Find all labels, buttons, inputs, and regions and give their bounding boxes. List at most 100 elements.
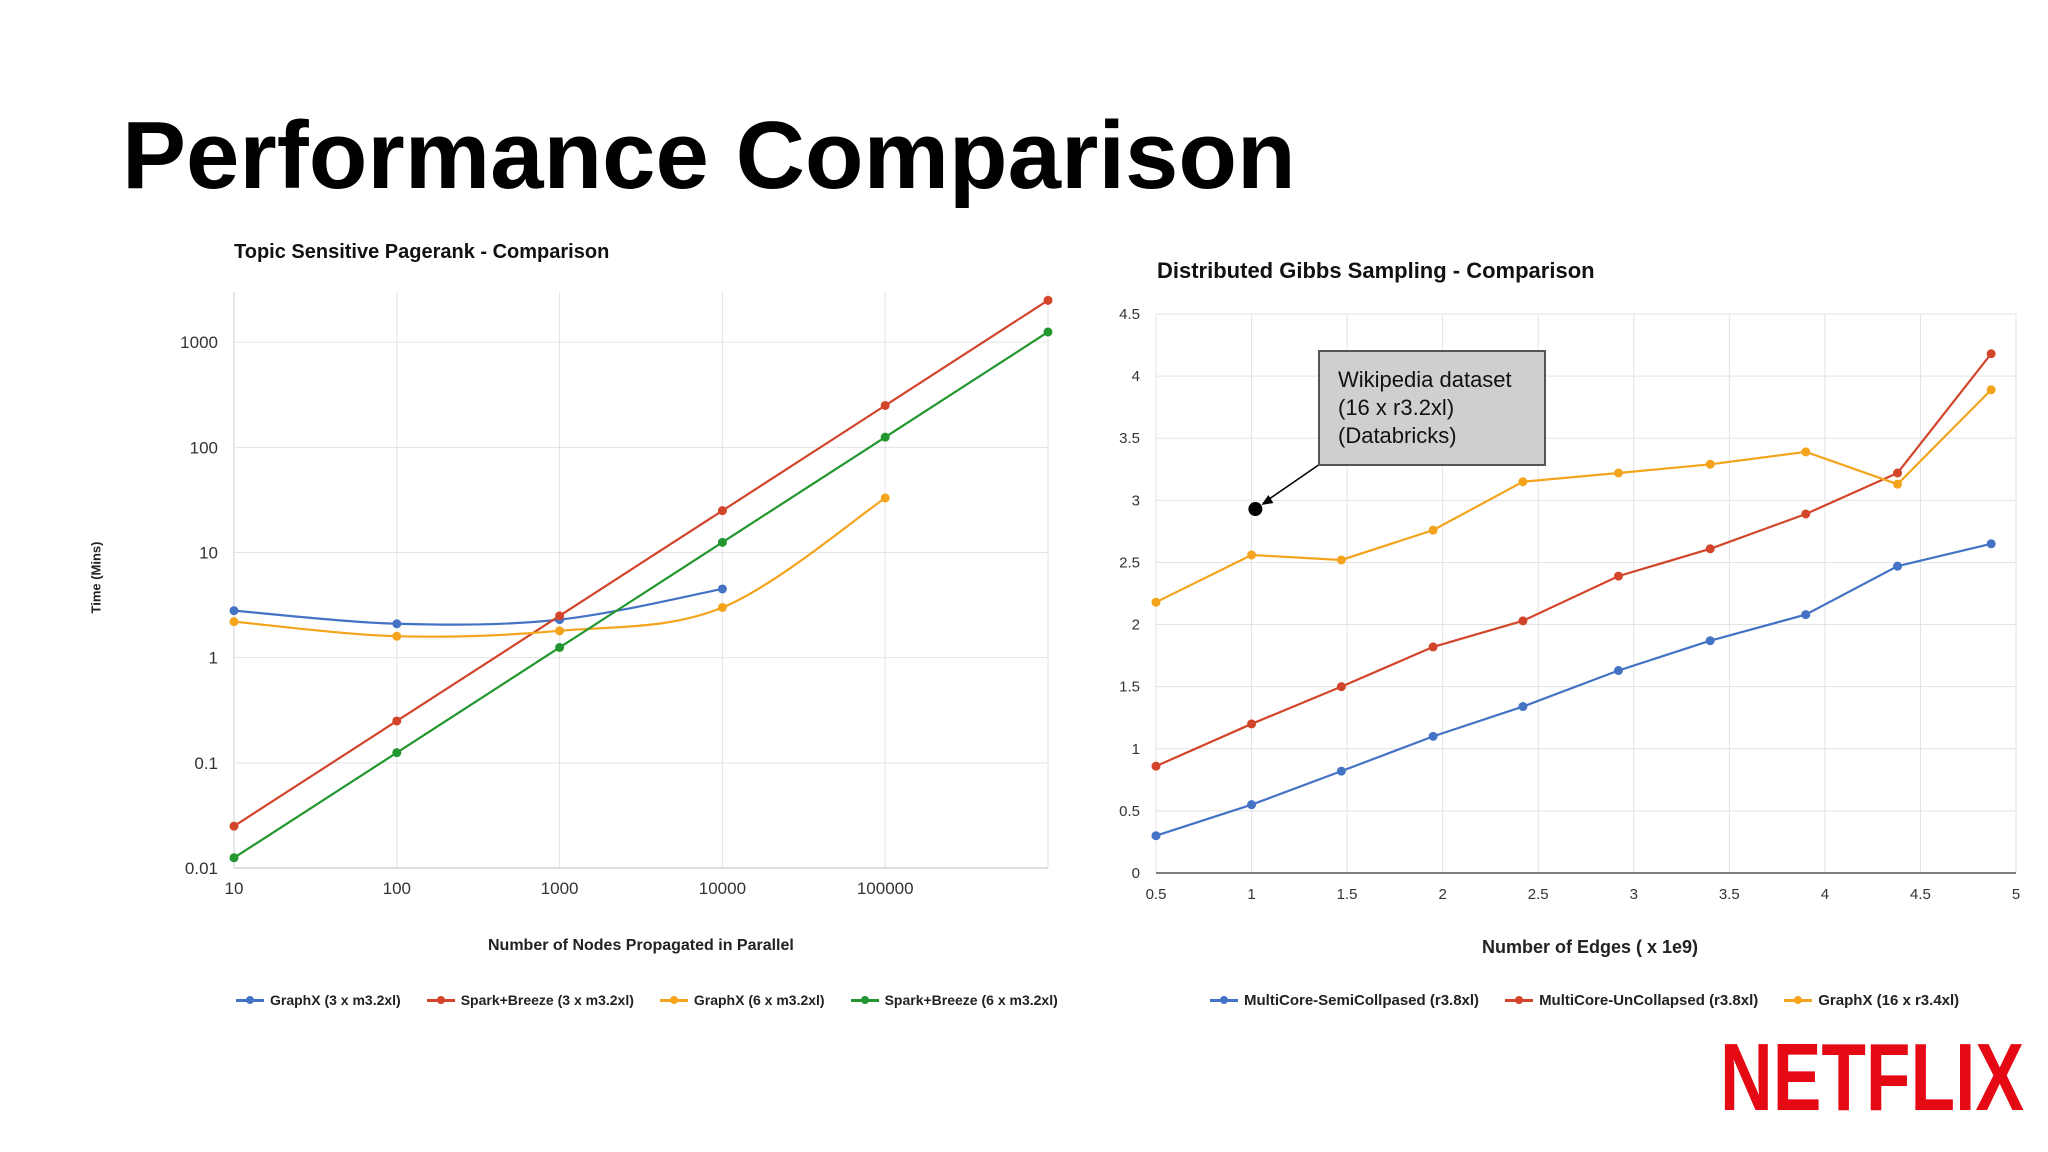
data-point (1986, 539, 1996, 549)
data-point (1613, 571, 1623, 581)
data-point (229, 821, 239, 831)
data-point (229, 853, 239, 863)
data-point (1801, 610, 1811, 620)
data-point (392, 716, 402, 726)
series-line (233, 331, 1049, 859)
data-point (717, 584, 727, 594)
series-line (233, 587, 723, 626)
data-point (1801, 447, 1811, 457)
data-point (1986, 349, 1996, 359)
data-point (1801, 509, 1811, 519)
data-point (1247, 719, 1257, 729)
data-point (1151, 597, 1161, 607)
x-tick-label: 2 (1438, 886, 1446, 903)
legend-swatch (659, 995, 688, 1004)
legend-label: MultiCore-UnCollapsed (r3.8xl) (1539, 992, 1759, 1009)
y-tick-label: 0.1 (194, 754, 218, 773)
legend-label: MultiCore-SemiCollpased (r3.8xl) (1244, 992, 1480, 1009)
annotation-line: (16 x r3.2xl) (1338, 395, 1455, 420)
y-tick-label: 1 (1132, 741, 1140, 758)
data-point (229, 606, 239, 616)
legend-pagerank: GraphX (3 x m3.2xl) Spark+Breeze (3 x m3… (236, 992, 1058, 1008)
legend-item: GraphX (16 x r3.4xl) (1784, 992, 1959, 1009)
data-point (229, 617, 239, 627)
data-point (555, 626, 565, 636)
y-tick-label: 1 (209, 649, 218, 668)
series-line (1155, 353, 1993, 768)
legend-gibbs: MultiCore-SemiCollpased (r3.8xl) MultiCo… (1210, 992, 1959, 1009)
legend-label: GraphX (6 x m3.2xl) (693, 992, 825, 1008)
x-tick-label: 0.5 (1146, 886, 1167, 903)
legend-item: Spark+Breeze (6 x m3.2xl) (850, 992, 1058, 1008)
series-line (233, 299, 1049, 828)
slide-title: Performance Comparison (122, 102, 1296, 209)
data-point (717, 602, 727, 612)
data-point (880, 493, 890, 503)
y-tick-label: 1000 (180, 333, 218, 352)
y-tick-label: 10 (199, 544, 218, 563)
data-point (1043, 327, 1053, 337)
x-tick-label: 3 (1630, 886, 1638, 903)
y-tick-label: 3 (1132, 492, 1140, 509)
data-point (1151, 761, 1161, 771)
x-tick-label: 4.5 (1910, 886, 1931, 903)
data-point (1428, 642, 1438, 652)
y-tick-label: 4.5 (1119, 306, 1140, 323)
x-tick-label: 4 (1821, 886, 1829, 903)
legend-label: Spark+Breeze (3 x m3.2xl) (460, 992, 634, 1008)
legend-label: GraphX (16 x r3.4xl) (1818, 992, 1960, 1009)
data-point (1336, 682, 1346, 692)
legend-swatch (426, 995, 455, 1004)
data-point (717, 506, 727, 516)
x-tick-label: 1.5 (1337, 886, 1358, 903)
series-line (1155, 542, 1992, 837)
data-point (1518, 702, 1528, 712)
legend-item: MultiCore-UnCollapsed (r3.8xl) (1505, 992, 1758, 1009)
x-tick-label: 1000 (541, 879, 579, 898)
x-axis-label-gibbs: Number of Edges ( x 1e9) (1482, 937, 1699, 957)
legend-swatch (1784, 996, 1813, 1004)
y-tick-label: 4 (1132, 368, 1140, 385)
data-point (1151, 831, 1161, 841)
legend-item: Spark+Breeze (3 x m3.2xl) (426, 992, 634, 1008)
data-point (1336, 766, 1346, 776)
x-tick-label: 5 (2012, 886, 2020, 903)
x-tick-label: 100 (383, 879, 411, 898)
legend-label: GraphX (3 x m3.2xl) (270, 992, 401, 1008)
data-point (1893, 468, 1903, 478)
data-point (880, 432, 890, 442)
data-point (717, 537, 727, 547)
legend-item: GraphX (3 x m3.2xl) (236, 992, 401, 1008)
x-tick-label: 100000 (857, 879, 914, 898)
chart-title-gibbs: Distributed Gibbs Sampling - Comparison (1157, 258, 1595, 283)
x-tick-label: 10 (225, 879, 244, 898)
legend-item: MultiCore-SemiCollpased (r3.8xl) (1210, 992, 1479, 1009)
data-point (1247, 550, 1257, 560)
data-point (1043, 295, 1053, 305)
netflix-logo: NETFLIX (1720, 1028, 2024, 1120)
data-point (1613, 468, 1623, 478)
y-tick-label: 100 (190, 438, 218, 457)
legend-swatch (236, 995, 264, 1004)
y-tick-label: 2.5 (1119, 554, 1140, 571)
x-tick-label: 1 (1247, 886, 1255, 903)
annotation-line: (Databricks) (1338, 423, 1457, 448)
data-point (1428, 525, 1438, 535)
y-tick-label: 2 (1132, 617, 1140, 634)
legend-swatch (850, 995, 879, 1004)
data-point (1518, 616, 1528, 626)
data-point (555, 642, 565, 652)
data-point (1893, 479, 1903, 489)
y-tick-label: 0.01 (185, 859, 218, 878)
data-point (1893, 561, 1903, 571)
annotation-line: Wikipedia dataset (1338, 367, 1512, 392)
data-point (1428, 731, 1438, 741)
x-tick-label: 3.5 (1719, 886, 1740, 903)
data-point (880, 400, 890, 410)
legend-label: Spark+Breeze (6 x m3.2xl) (884, 992, 1058, 1008)
series-line (1155, 389, 1992, 604)
annotation-arrowhead (1261, 495, 1274, 506)
legend-item: GraphX (6 x m3.2xl) (659, 992, 825, 1008)
netflix-logo-text: NETFLIX (1720, 1028, 2024, 1120)
data-point (1705, 544, 1715, 554)
